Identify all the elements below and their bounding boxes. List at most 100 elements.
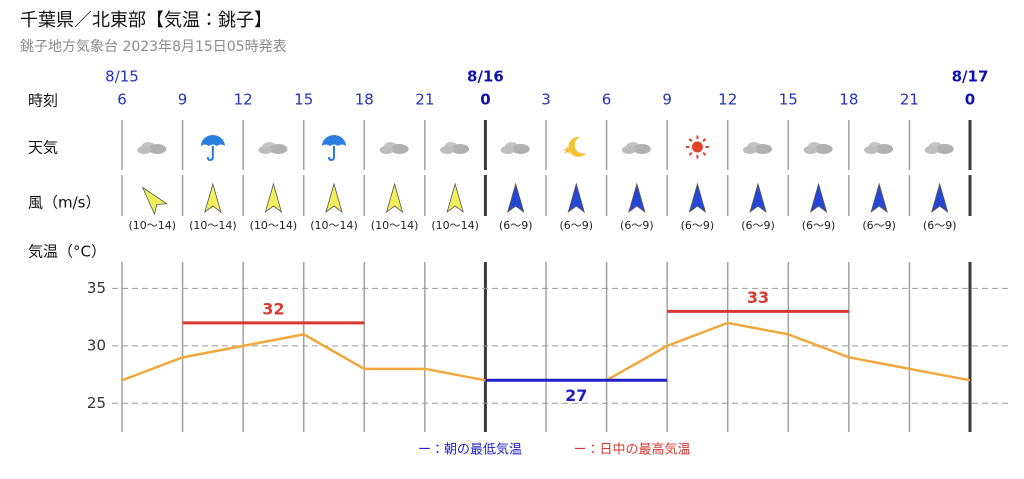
wind-range: (10～14) [431,219,479,232]
wind-arrow [870,182,888,214]
cloud-part [137,146,152,154]
wind-range: (6～9) [923,219,957,232]
wind-arrow-shape [688,182,707,214]
x-tick-label: 12 [234,91,253,109]
x-tick-label: 9 [178,91,188,109]
wind-arrow [325,182,343,214]
sun-ray [702,151,707,156]
cloud-part [500,146,515,154]
wind-arrow-shape [870,182,888,214]
cloud-part [621,146,636,154]
weather-icon [803,142,833,154]
cloud-part [269,144,288,154]
wind-range: (10～14) [128,219,176,232]
cloud-part [803,146,818,154]
y-tick-label: 30 [87,336,106,354]
weather-icon [743,142,772,154]
cloud-part [743,146,757,154]
x-tick-label: 12 [718,91,737,109]
wind-arrow-shape [264,182,283,214]
subtitle: 銚子地方気象台 2023年8月15日05時発表 [20,39,287,55]
row-label: 時刻 [28,92,58,110]
sun-ray [688,138,693,143]
wind-arrow-shape [809,182,828,214]
wind-arrow [446,182,464,214]
wind-arrow-shape [325,182,343,214]
wind-range: (6～9) [741,219,775,232]
sun-ray [688,151,693,156]
range-line [182,309,849,325]
x-tick-label: 18 [839,91,858,109]
x-tick-label: 0 [480,91,490,109]
x-tick-label: 21 [900,91,919,109]
umbrella [200,135,225,146]
row-label: 天気 [28,139,58,157]
cloud-part [379,146,394,154]
wind-arrow-shape [931,182,949,214]
x-tick-label: 18 [355,91,374,109]
weather-icon [440,142,470,154]
wind-range: (6～9) [681,219,715,232]
wind-arrow-shape [141,186,168,216]
y-tick-label: 35 [87,279,106,297]
x-tick-label: 6 [602,91,612,109]
wind-range: (10～14) [250,219,298,232]
cloud-part [451,144,470,154]
wind-arrow [567,182,585,214]
weather-icon [137,142,167,154]
range-label: 33 [747,288,769,307]
wind-arrow [931,182,949,214]
title: 千葉県／北東部【気温：銚子】 [20,10,272,31]
sun [691,141,703,153]
wind-arrow-shape [628,182,646,214]
weather-icon [322,135,346,162]
umbrella [322,135,346,146]
weather-icon [563,136,587,157]
cloud-part [935,144,954,154]
umbrella-handle [328,146,335,162]
wind-arrow [749,182,767,214]
wind-arrow [809,182,828,214]
cloud-part [390,144,409,154]
cloud-part [864,146,879,154]
wind-range: (6～9) [802,219,836,232]
cloud-part [875,144,894,154]
wind-range: (6～9) [862,219,896,232]
cloud-part [440,146,455,154]
legend-entry: ー：日中の最高気温 [573,442,690,458]
wind-range: (6～9) [499,219,533,232]
umbrella-handle [206,146,214,162]
x-tick-label: 15 [294,91,313,109]
x-tick-label: 3 [541,91,551,109]
wind-range: (10～14) [189,219,237,232]
date-label: 8/16 [467,68,504,86]
wind-arrow-shape [567,182,585,214]
weather-icon [258,142,288,154]
legend-entry: ー：朝の最低気温 [418,442,522,458]
wind-arrow-shape [204,182,222,214]
x-tick-label: 6 [117,91,127,109]
weather-icon [924,142,954,154]
sun-ray [702,138,707,143]
cloud-part [511,144,530,154]
wind-range: (10～14) [371,219,419,232]
weather-icon [685,135,709,159]
wind-arrow-shape [385,182,404,214]
wind-arrow [385,182,404,214]
cloud-part [924,146,939,154]
wind-arrow [204,182,222,214]
x-tick-label: 15 [779,91,798,109]
date-label: 8/17 [952,68,989,86]
weather-icon [200,135,225,162]
x-tick-label: 21 [415,91,434,109]
weather-icon [379,142,409,154]
wind-range: (10～14) [310,219,358,232]
date-label: 8/15 [105,68,139,86]
wind-arrow-shape [507,182,525,214]
y-tick-label: 25 [87,394,106,412]
wind-arrow [264,182,283,214]
wind-arrow-shape [749,182,767,214]
wind-arrow [507,182,525,214]
